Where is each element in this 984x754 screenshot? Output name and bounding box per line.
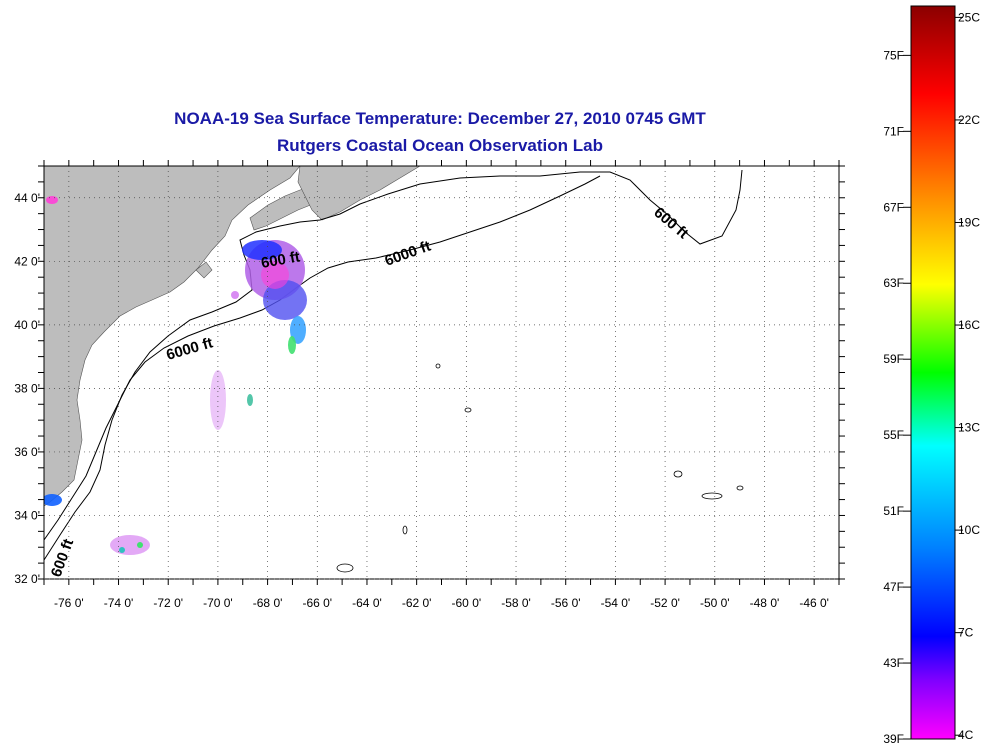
lon-tick-label: -54 0' bbox=[601, 596, 631, 610]
lat-tick-label: 40 0' bbox=[14, 318, 40, 332]
lon-tick-label: -60 0' bbox=[452, 596, 482, 610]
lon-tick-label: -52 0' bbox=[650, 596, 680, 610]
colorbar-c-label: 19C bbox=[958, 215, 980, 229]
colorbar-c-label: 7C bbox=[958, 626, 974, 640]
colorbar-f-label: 59F bbox=[883, 352, 904, 366]
colorbar-f-label: 75F bbox=[883, 48, 904, 62]
colorbar-c-label: 16C bbox=[958, 318, 980, 332]
colorbar-celsius-labels: 25C 22C 19C 16C 13C 10C 7C 4C bbox=[955, 10, 980, 742]
colorbar-f-label: 47F bbox=[883, 580, 904, 594]
axis-ticks bbox=[38, 160, 845, 585]
lat-tick-label: 44 0' bbox=[14, 191, 40, 205]
land-mass bbox=[44, 166, 301, 507]
colorbar-f-label: 39F bbox=[883, 732, 904, 746]
colorbar bbox=[910, 5, 956, 740]
longitude-labels: -76 0' -74 0' -72 0' -70 0' -68 0' -66 0' -64 … bbox=[54, 596, 829, 610]
contour-label: 600 ft bbox=[48, 537, 77, 580]
lon-tick-label: -72 0' bbox=[153, 596, 183, 610]
contour-label: 600 ft bbox=[260, 248, 302, 272]
contour-600ft bbox=[44, 169, 743, 561]
lon-tick-label: -68 0' bbox=[253, 596, 283, 610]
lon-tick-label: -64 0' bbox=[352, 596, 382, 610]
lat-tick-label: 32 0' bbox=[14, 572, 40, 586]
lon-tick-label: -74 0' bbox=[104, 596, 134, 610]
sst-data bbox=[44, 196, 307, 555]
seamount-contour bbox=[673, 470, 683, 478]
lon-tick-label: -46 0' bbox=[799, 596, 829, 610]
contour-label: 600 ft bbox=[650, 204, 691, 242]
lat-tick-label: 42 0' bbox=[14, 254, 40, 268]
latitude-labels: 44 0' 42 0' 40 0' 38 0' 36 0' 34 0' 32 0' bbox=[14, 191, 40, 586]
colorbar-fahrenheit-labels: 75F 71F 67F 63F 59F 55F 51F 47F 43F 39F bbox=[883, 48, 911, 746]
colorbar-f-label: 67F bbox=[883, 200, 904, 214]
seamount-contour bbox=[336, 563, 354, 573]
newfoundland-coast bbox=[297, 166, 421, 221]
lat-tick-label: 38 0' bbox=[14, 381, 40, 395]
colorbar-c-label: 22C bbox=[958, 113, 980, 127]
chart-title: NOAA-19 Sea Surface Temperature: Decembe… bbox=[174, 109, 706, 128]
colorbar-c-label: 13C bbox=[958, 421, 980, 435]
colorbar-f-label: 63F bbox=[883, 276, 904, 290]
colorbar-f-label: 43F bbox=[883, 656, 904, 670]
lon-tick-label: -76 0' bbox=[54, 596, 84, 610]
colorbar-c-label: 25C bbox=[958, 10, 980, 24]
seamount-contour bbox=[701, 492, 723, 500]
lon-tick-label: -50 0' bbox=[700, 596, 730, 610]
seamount-contour bbox=[402, 525, 408, 535]
colorbar-f-label: 71F bbox=[883, 124, 904, 138]
seamount-contour bbox=[435, 363, 441, 369]
lon-tick-label: -58 0' bbox=[501, 596, 531, 610]
colorbar-f-label: 55F bbox=[883, 428, 904, 442]
lat-tick-label: 34 0' bbox=[14, 508, 40, 522]
lon-tick-label: -48 0' bbox=[750, 596, 780, 610]
chart-subtitle: Rutgers Coastal Ocean Observation Lab bbox=[277, 136, 603, 155]
seamount-contour bbox=[736, 485, 744, 491]
contour-label: 6000 ft bbox=[383, 238, 433, 270]
seamount-contour bbox=[464, 407, 472, 413]
lon-tick-label: -62 0' bbox=[402, 596, 432, 610]
lat-tick-label: 36 0' bbox=[14, 445, 40, 459]
colorbar-c-label: 10C bbox=[958, 523, 980, 537]
colorbar-f-label: 51F bbox=[883, 504, 904, 518]
colorbar-c-label: 4C bbox=[958, 728, 974, 742]
lon-tick-label: -66 0' bbox=[302, 596, 332, 610]
contour-label: 6000 ft bbox=[164, 334, 214, 363]
lon-tick-label: -56 0' bbox=[551, 596, 581, 610]
cape-cod bbox=[195, 261, 213, 279]
lon-tick-label: -70 0' bbox=[203, 596, 233, 610]
